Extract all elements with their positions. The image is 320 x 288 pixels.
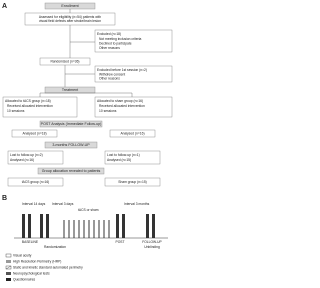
box-text: Sham group (n=15) [118, 180, 147, 184]
box-text: Excluded (n=18) [97, 32, 121, 36]
box-text: 10 sessions [7, 109, 25, 113]
box-text: Analysed (n=16) [120, 131, 144, 135]
box-text: Excluded before 1st session (n=2) [97, 68, 147, 72]
box-text: 10 sessions [99, 109, 117, 113]
header-box [37, 167, 105, 175]
box-text: Allocated to tACS group (n=18) [5, 99, 51, 103]
header: 3-months FOLLOW-UP [52, 143, 90, 147]
box-text: Other reasons [99, 46, 120, 50]
box-text: Received allocated intervention [99, 104, 145, 108]
box [7, 150, 64, 165]
legend-label: Visual acuity [13, 253, 32, 257]
header: Enrollment [61, 4, 78, 8]
timeline-note: Interval 14 days [22, 202, 46, 206]
box-text: tACS group (n=16) [22, 180, 50, 184]
box [94, 29, 173, 53]
phase-label: BASELINE [22, 240, 39, 244]
session-bars [22, 214, 155, 238]
box-text: Not meeting inclusion criteria [99, 37, 141, 41]
phase-label: FOLLOW-UP [142, 240, 162, 244]
phase-label: Randomization [44, 245, 66, 249]
phase-label: Unblinding [144, 245, 160, 249]
box-text: Withdrew consent [99, 72, 125, 76]
box [94, 96, 173, 118]
legend-label: Questionnaires [13, 277, 36, 281]
header: Treatment [62, 88, 78, 92]
box-text: Other reasons [99, 76, 120, 80]
box-text: Analysed (n=18) [22, 131, 46, 135]
legend-label: High Resolution Perimetry (HRP) [13, 259, 61, 263]
box [2, 96, 78, 118]
box-text: visual field defects after stroke/brain … [39, 19, 101, 23]
box-text: Lost to follow-up (n=2) [10, 153, 43, 157]
box [94, 65, 173, 83]
header: POST Analysis (Immediate Follow-up) [41, 122, 102, 126]
timeline-note: tACS or sham [78, 208, 99, 212]
box [7, 177, 64, 187]
box-text: Analysed (n=16) [10, 158, 34, 162]
box-text: Assessed for eligibility (n=54) patients… [39, 15, 101, 19]
box-text: Lost to follow-up (n=1) [107, 153, 140, 157]
figure: A Enrollment Assessed for eligibility (n… [2, 2, 173, 281]
box-text: Received allocated intervention [7, 104, 53, 108]
timeline-note: Interval 3 days [52, 202, 74, 206]
box-text: Analysed (n=15) [107, 158, 131, 162]
timeline-note: Interval 3 months [124, 202, 150, 206]
legend-label: Static and kinetic standard automated pe… [13, 265, 83, 269]
legend: Visual acuity High Resolution Perimetry … [5, 253, 83, 281]
header-box [39, 120, 103, 128]
header: Group allocation revealed to patients [42, 169, 101, 173]
panel-label: B [2, 195, 7, 202]
legend-label: Neuropsychological tests [13, 271, 50, 275]
box [11, 129, 58, 138]
box [104, 177, 161, 187]
box [104, 150, 161, 165]
header-box [44, 141, 98, 149]
box [109, 129, 156, 138]
box-text: Allocated to sham group (n=16) [97, 99, 143, 103]
box-text: Randomized (n=36) [50, 59, 79, 63]
phase-label: POST [116, 240, 125, 244]
panel-label: A [2, 3, 7, 10]
box-text: Declined to participate [99, 41, 132, 45]
